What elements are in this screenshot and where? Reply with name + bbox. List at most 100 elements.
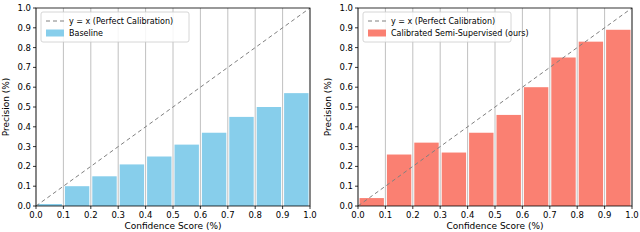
y-tick [355, 47, 358, 48]
bar [257, 107, 281, 206]
x-tick [145, 206, 146, 209]
y-tick [355, 27, 358, 28]
x-axis-label: Confidence Score (%) [124, 221, 221, 231]
x-tick-label: 0.3 [433, 210, 447, 220]
plot-area [358, 8, 632, 206]
bar [469, 133, 493, 206]
x-grid-line [549, 8, 550, 206]
x-tick-label: 0.7 [543, 210, 557, 220]
y-axis-label: Precision (%) [323, 78, 333, 137]
bar [387, 155, 411, 206]
x-tick-label: 0.5 [488, 210, 502, 220]
plot-area [36, 8, 310, 206]
bar [497, 115, 521, 206]
x-tick [173, 206, 174, 209]
legend: y = x (Perfect Calibration)Baseline [41, 12, 189, 42]
x-tick [440, 206, 441, 209]
y-tick [355, 186, 358, 187]
y-tick [355, 166, 358, 167]
bar [175, 145, 199, 206]
y-tick-label: 0.4 [17, 122, 31, 132]
y-tick [355, 8, 358, 9]
legend-swatch [368, 30, 386, 37]
x-grid-line [604, 8, 605, 206]
legend-swatch [46, 30, 64, 37]
x-tick-label: 0.5 [166, 210, 180, 220]
bar [120, 164, 144, 206]
y-tick-label: 0.0 [17, 201, 31, 211]
x-tick-label: 1.0 [303, 210, 317, 220]
y-axis-label: Precision (%) [1, 78, 11, 137]
y-tick [33, 166, 36, 167]
x-axis-label: Confidence Score (%) [446, 221, 543, 231]
x-grid-line [577, 8, 578, 206]
x-tick [467, 206, 468, 209]
x-tick [118, 206, 119, 209]
y-tick-label: 0.6 [339, 82, 353, 92]
y-tick [33, 8, 36, 9]
x-tick [282, 206, 283, 209]
bar [360, 198, 384, 206]
x-tick-label: 0.3 [111, 210, 125, 220]
x-tick-label: 0.8 [248, 210, 262, 220]
x-grid-line [282, 8, 283, 206]
y-tick [355, 67, 358, 68]
y-tick [33, 186, 36, 187]
bar [606, 30, 630, 206]
x-tick [385, 206, 386, 209]
y-tick-label: 0.1 [339, 181, 353, 191]
bar [284, 93, 308, 206]
bar [229, 117, 253, 206]
panel: 0.00.10.20.30.40.50.60.70.80.91.00.00.10… [323, 3, 639, 231]
x-tick [63, 206, 64, 209]
x-grid-line [200, 8, 201, 206]
y-tick-label: 0.0 [339, 201, 353, 211]
y-tick-label: 0.9 [17, 23, 31, 33]
plot-frame [358, 8, 632, 206]
bar [551, 58, 575, 207]
x-tick [255, 206, 256, 209]
x-tick-label: 0.9 [276, 210, 290, 220]
y-tick-label: 0.8 [339, 43, 353, 53]
y-tick-label: 0.2 [339, 161, 353, 171]
bar [65, 186, 89, 206]
bar [442, 153, 466, 206]
y-tick-label: 0.5 [339, 102, 353, 112]
x-grid-line [255, 8, 256, 206]
x-tick-label: 0.1 [379, 210, 393, 220]
y-tick [355, 87, 358, 88]
y-tick [33, 126, 36, 127]
y-tick-label: 0.3 [339, 142, 353, 152]
x-tick [495, 206, 496, 209]
y-tick [355, 206, 358, 207]
x-tick-label: 0.0 [29, 210, 43, 220]
x-tick [310, 206, 311, 209]
y-tick-label: 0.5 [17, 102, 31, 112]
y-tick-label: 0.7 [339, 62, 353, 72]
y-tick [33, 47, 36, 48]
y-tick [33, 146, 36, 147]
y-tick-label: 1.0 [339, 3, 353, 13]
y-tick [355, 146, 358, 147]
x-tick-label: 0.6 [194, 210, 208, 220]
y-tick [33, 107, 36, 108]
x-tick [632, 206, 633, 209]
x-tick-label: 0.2 [84, 210, 98, 220]
legend: y = x (Perfect Calibration)Calibrated Se… [363, 12, 529, 42]
y-tick-label: 1.0 [17, 3, 31, 13]
x-tick-label: 0.9 [598, 210, 612, 220]
x-tick [36, 206, 37, 209]
y-tick-label: 0.8 [17, 43, 31, 53]
legend-swatch [46, 21, 64, 22]
x-tick [549, 206, 550, 209]
x-tick [522, 206, 523, 209]
y-tick [355, 107, 358, 108]
bar [524, 87, 548, 206]
figure: 0.0 0.1 0.2 0.3 0.4 0.5 0.6 0.7 0.8 0.9 1.0 0.0 0.1 0… [0, 0, 640, 232]
x-tick [200, 206, 201, 209]
line [36, 8, 310, 206]
x-tick-label: 0.2 [406, 210, 420, 220]
bar [414, 143, 438, 206]
legend-label: Baseline [69, 29, 103, 38]
bar [579, 42, 603, 206]
